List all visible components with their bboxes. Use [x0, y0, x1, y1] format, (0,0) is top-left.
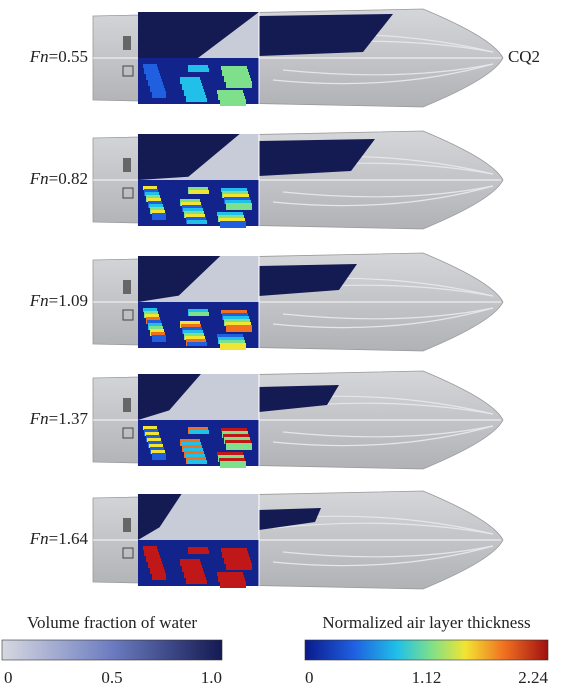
transom-box — [123, 36, 131, 50]
label-value: =1.37 — [49, 409, 89, 428]
air-patch — [189, 68, 209, 72]
air-patch — [226, 81, 252, 88]
hull — [93, 131, 503, 229]
case-label: CQ2 — [508, 47, 540, 66]
air-patch — [226, 203, 252, 210]
transom-box — [123, 280, 131, 294]
air-patch — [220, 343, 246, 350]
air-patch — [187, 580, 207, 584]
air-patch — [189, 550, 209, 554]
air-patch — [152, 453, 166, 460]
air-patch — [187, 220, 207, 224]
label-value: =0.82 — [49, 169, 88, 188]
colorbars: Volume fraction of water 0 0.5 1.0 Normalize… — [2, 613, 549, 687]
hull — [93, 491, 503, 589]
colorbar-title: Volume fraction of water — [27, 613, 197, 632]
colorbar — [305, 640, 548, 660]
label-value: =1.09 — [49, 291, 88, 310]
hull — [93, 371, 503, 469]
hull — [93, 9, 503, 107]
colorbar-tick-label: 0.5 — [101, 668, 122, 687]
colorbar-tick-label: 1.12 — [412, 668, 442, 687]
label-value: =1.64 — [49, 529, 89, 548]
air-patch — [226, 325, 252, 332]
label-symbol: Fn — [29, 47, 49, 66]
colorbar-title: Normalized air layer thickness — [322, 613, 530, 632]
air-patch — [189, 430, 209, 434]
panel-label: Fn=0.82 — [29, 169, 88, 188]
panel-label: Fn=1.64 — [29, 529, 89, 548]
colorbar-tick-label: 1.0 — [201, 668, 222, 687]
air-patch — [220, 221, 246, 228]
colorbar-tick-label: 2.24 — [518, 668, 548, 687]
label-symbol: Fn — [29, 529, 49, 548]
label-symbol: Fn — [29, 169, 49, 188]
panel-label: Fn=0.55 — [29, 47, 88, 66]
air-patch — [152, 91, 166, 98]
air-patch — [152, 335, 166, 342]
air-patch — [189, 312, 209, 316]
air-patch — [187, 342, 207, 346]
air-patch — [226, 563, 252, 570]
air-patch — [187, 98, 207, 102]
panel-label: Fn=1.37 — [29, 409, 89, 428]
colorbar-tick-label: 0 — [4, 668, 13, 687]
air-patch — [189, 190, 209, 194]
label-symbol: Fn — [29, 409, 49, 428]
transom-box — [123, 158, 131, 172]
figure: CQ2 Fn=0.55Fn=0.82Fn=1.09Fn=1.37Fn=1.64 … — [0, 0, 566, 691]
colorbar — [2, 640, 222, 660]
label-symbol: Fn — [29, 291, 49, 310]
air-patch — [152, 213, 166, 220]
transom-box — [123, 518, 131, 532]
hull — [93, 253, 503, 351]
label-value: =0.55 — [49, 47, 88, 66]
air-patch — [220, 581, 246, 588]
panel-label: Fn=1.09 — [29, 291, 88, 310]
transom-box — [123, 398, 131, 412]
colorbar-tick-label: 0 — [305, 668, 314, 687]
air-patch — [220, 99, 246, 106]
air-patch — [152, 573, 166, 580]
air-patch — [220, 461, 246, 468]
air-patch — [187, 460, 207, 464]
air-patch — [226, 443, 252, 450]
